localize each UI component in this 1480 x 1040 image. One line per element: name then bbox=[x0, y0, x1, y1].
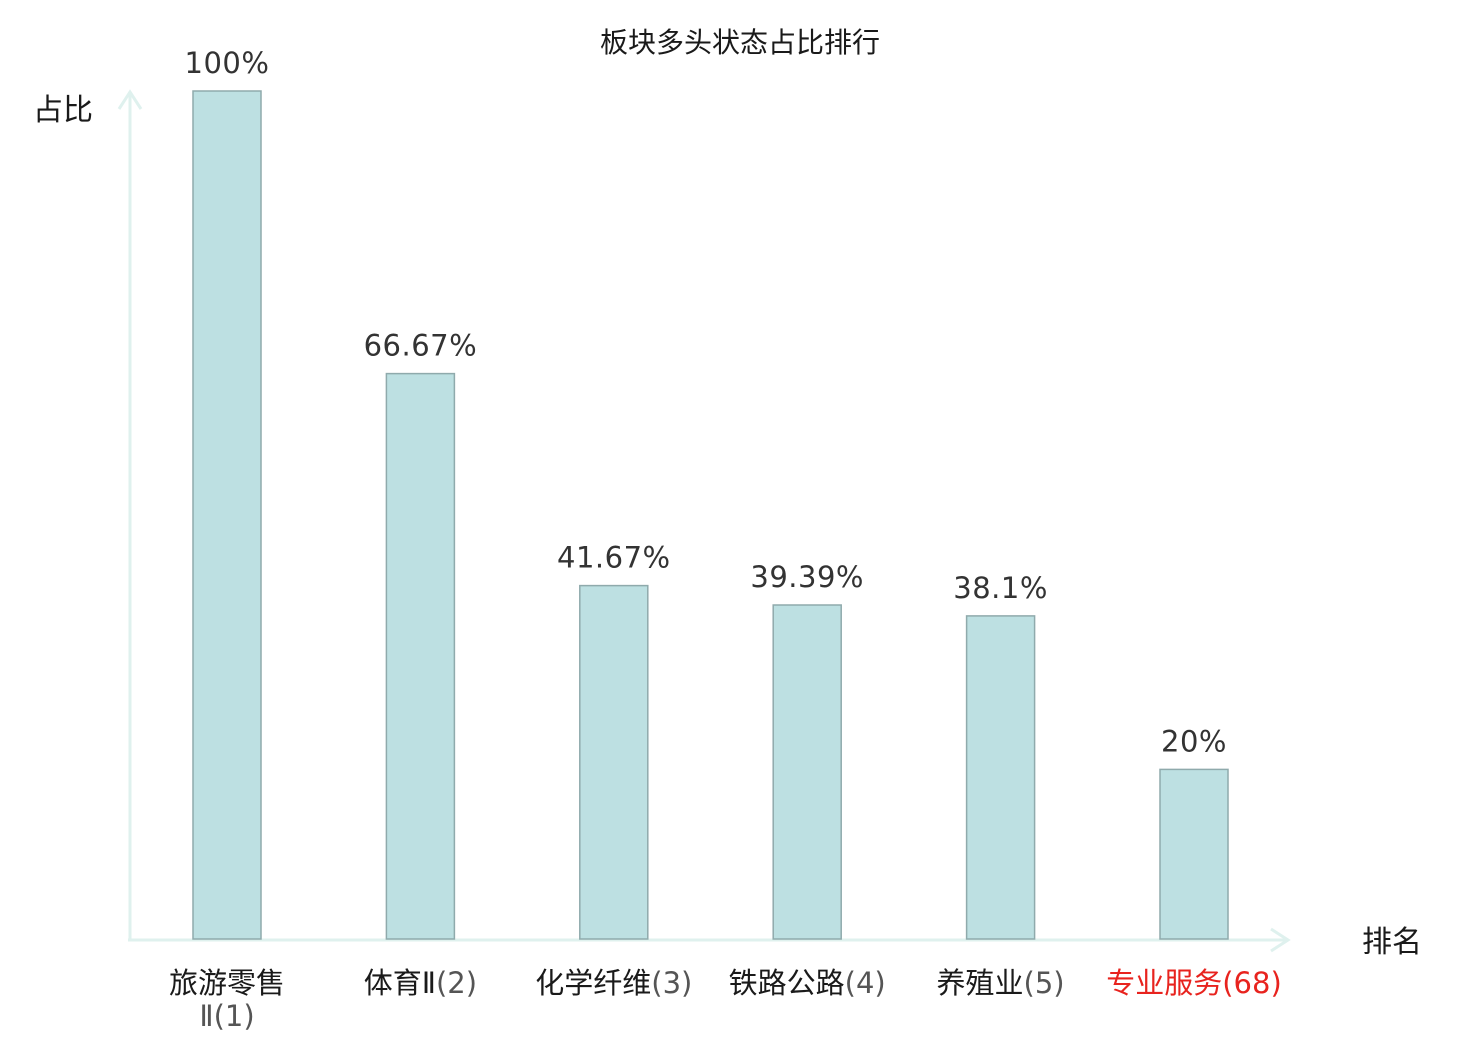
category-label: 体育Ⅱ(2) bbox=[364, 966, 477, 1000]
bar bbox=[579, 584, 649, 940]
category-label: 专业服务(68) bbox=[1106, 966, 1282, 1000]
x-axis-label: 排名 bbox=[1362, 925, 1422, 960]
bar-value-label: 38.1% bbox=[953, 571, 1048, 605]
bar bbox=[965, 615, 1036, 940]
category-label: 养殖业(5) bbox=[937, 966, 1065, 1000]
y-axis-label: 占比 bbox=[33, 93, 93, 128]
bar bbox=[385, 372, 456, 940]
bar bbox=[1159, 768, 1229, 940]
bar bbox=[192, 90, 262, 940]
category-rank-label: Ⅱ(1) bbox=[199, 999, 254, 1033]
bar-value-label: 41.67% bbox=[557, 541, 671, 575]
category-label: 铁路公路(4) bbox=[729, 966, 886, 1000]
bar-value-label: 20% bbox=[1161, 724, 1227, 758]
bars-group bbox=[192, 90, 1229, 940]
y-axis-arrow bbox=[117, 89, 143, 110]
category-label: 化学纤维(3) bbox=[535, 966, 692, 1000]
bar-value-label: 39.39% bbox=[750, 560, 864, 594]
category-label: 旅游零售 bbox=[169, 966, 285, 1000]
bar bbox=[772, 604, 842, 940]
x-axis-arrow bbox=[1270, 927, 1291, 953]
bar-value-label: 66.67% bbox=[364, 329, 478, 363]
chart-title: 板块多头状态占比排行 bbox=[600, 26, 880, 59]
value-labels-group: 100% 66.67% 41.67% 39.39% 38.1% 20% bbox=[185, 46, 1227, 758]
bar-value-label: 100% bbox=[185, 46, 270, 80]
